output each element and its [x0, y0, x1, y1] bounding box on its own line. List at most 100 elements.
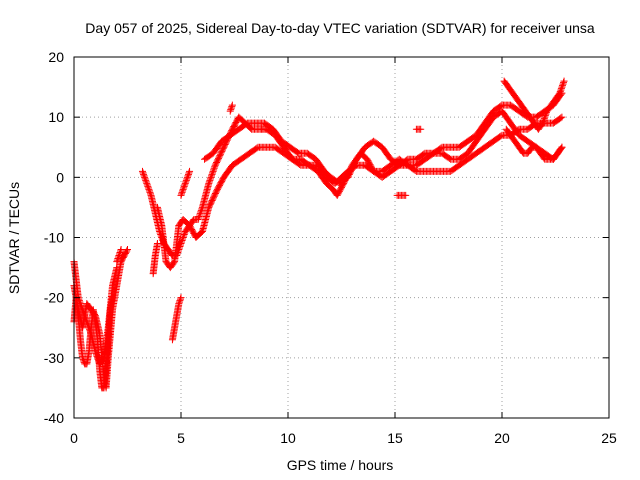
axis-ticks — [73, 56, 610, 419]
series-fragment-f — [412, 125, 425, 133]
data-point — [184, 170, 192, 178]
data-point — [198, 205, 206, 213]
y-tick-label: -30 — [44, 350, 64, 366]
data-point — [181, 181, 189, 189]
data-point — [557, 85, 565, 93]
x-tick-labels: 0 5 10 15 20 25 — [70, 430, 617, 446]
data-point — [87, 328, 95, 336]
data-point — [116, 249, 124, 257]
data-point — [113, 256, 121, 264]
data-point — [177, 294, 185, 302]
data-point — [205, 178, 213, 186]
data-point — [209, 169, 217, 177]
data-point — [145, 187, 153, 195]
chart-title: Day 057 of 2025, Sidereal Day-to-day VTE… — [85, 20, 595, 36]
data-point — [196, 209, 204, 217]
data-point — [142, 176, 150, 184]
data-point — [539, 119, 547, 127]
y-tick-label: -10 — [44, 230, 64, 246]
data-point — [124, 246, 131, 254]
data-point — [197, 208, 205, 216]
x-tick-label: 0 — [70, 430, 78, 446]
data-point — [184, 172, 192, 180]
data-point — [179, 235, 187, 243]
y-tick-label: 20 — [48, 49, 64, 65]
x-tick-label: 5 — [177, 430, 185, 446]
data-point — [228, 103, 236, 111]
data-point — [92, 349, 100, 357]
data-point — [205, 179, 213, 187]
data-point — [85, 324, 93, 332]
data-point — [195, 214, 203, 222]
data-point — [557, 114, 565, 122]
data-point — [558, 143, 566, 151]
data-point — [177, 240, 185, 248]
data-point — [144, 182, 152, 190]
data-point — [183, 175, 191, 183]
data-point — [117, 247, 125, 255]
y-tick-label: -20 — [44, 290, 64, 306]
series-fragment-b — [177, 167, 194, 199]
data-point — [138, 167, 146, 175]
data-point — [123, 247, 131, 255]
data-point — [206, 176, 214, 184]
data-point — [114, 253, 122, 261]
data-point — [541, 112, 549, 120]
data-point — [542, 110, 550, 118]
data-point — [142, 178, 150, 186]
data-point — [560, 79, 568, 87]
data-point — [228, 101, 236, 109]
data-point — [227, 106, 235, 114]
data-point — [207, 172, 215, 180]
data-point — [556, 88, 564, 96]
data-point — [559, 80, 567, 88]
data-point — [181, 179, 189, 187]
data-point — [178, 237, 186, 245]
series-fragment-c — [149, 240, 161, 278]
data-point — [178, 190, 186, 198]
series-fragment-g — [226, 101, 236, 115]
series-track-h — [502, 125, 566, 163]
data-point — [117, 246, 125, 254]
data-point — [177, 191, 185, 199]
data-point — [540, 115, 548, 123]
data-point — [179, 185, 187, 193]
data-point — [180, 184, 188, 192]
data-point — [558, 113, 566, 121]
x-tick-label: 15 — [387, 430, 403, 446]
data-point — [402, 191, 410, 199]
y-axis-title: SDTVAR / TECUs — [6, 182, 22, 294]
series-fragment-a — [168, 294, 185, 344]
data-point — [208, 170, 216, 178]
data-point — [175, 300, 183, 308]
data-point — [539, 118, 547, 126]
x-tick-label: 25 — [601, 430, 617, 446]
data-point — [179, 234, 187, 241]
data-point — [147, 190, 155, 198]
series-track-f — [201, 89, 566, 187]
data-point — [180, 232, 188, 240]
data-point — [176, 295, 184, 303]
data-point — [541, 113, 549, 121]
y-tick-label: 0 — [56, 169, 64, 185]
data-points — [70, 77, 568, 392]
data-point — [182, 176, 190, 184]
data-point — [194, 215, 202, 223]
data-point — [186, 167, 194, 175]
data-point — [139, 169, 147, 177]
data-point — [115, 250, 123, 258]
series-fragment-e — [393, 191, 410, 199]
data-point — [92, 351, 100, 359]
data-point — [145, 185, 153, 193]
data-point — [185, 169, 193, 177]
data-point — [178, 188, 186, 196]
data-point — [557, 144, 565, 152]
data-point — [210, 164, 218, 172]
data-point — [86, 327, 94, 335]
data-point — [183, 173, 191, 181]
data-point — [141, 173, 149, 181]
data-point — [206, 175, 214, 183]
data-point — [226, 107, 234, 115]
data-point — [86, 325, 94, 333]
data-point — [227, 104, 235, 112]
